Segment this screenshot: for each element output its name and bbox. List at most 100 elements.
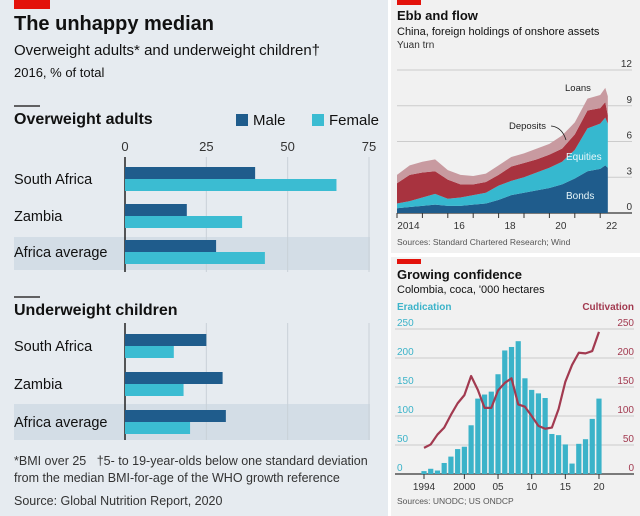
bar-female (125, 422, 191, 434)
x-tick-label: 2000 (453, 482, 476, 493)
category-label: Africa average (14, 245, 108, 261)
x-tick-label: 05 (492, 482, 504, 493)
bar-eradication (421, 471, 427, 474)
source-note: Sources: Standard Chartered Research; Wi… (397, 237, 571, 247)
area-equities (397, 117, 608, 209)
bar-eradication (556, 435, 562, 474)
bar-eradication (475, 398, 481, 474)
chart-subtitle: China, foreign holdings of onshore asset… (397, 26, 600, 38)
source-note: Source: Global Nutrition Report, 2020 (14, 494, 223, 508)
x-tick-label: 0 (121, 139, 128, 154)
x-tick-label: 2014 (397, 221, 420, 232)
footnote: *BMI over 25 †5- to 19-year-olds below o… (14, 454, 368, 468)
x-tick-label: 20 (593, 482, 605, 493)
bar-eradication (549, 433, 555, 474)
left-y-tick-label: 0 (397, 463, 403, 474)
category-label: Africa average (14, 415, 108, 431)
y-tick-label: 0 (626, 202, 632, 213)
y-unit: Yuan trn (397, 40, 435, 51)
y-tick-label: 3 (626, 166, 632, 177)
right-y-tick-label: 250 (617, 318, 634, 329)
source-note: Sources: UNODC; US ONDCP (397, 496, 514, 506)
bar-eradication (461, 446, 467, 474)
right-y-tick-label: 50 (623, 434, 635, 445)
bar-female (125, 346, 174, 358)
line-cultivation (423, 331, 601, 449)
area-deposits (397, 102, 608, 204)
series-label-deposits: Deposits (509, 121, 546, 132)
bar-eradication (488, 391, 494, 474)
bar-eradication (582, 439, 589, 474)
bar-eradication (515, 341, 521, 474)
legend-label: Male (253, 112, 286, 129)
x-tick-label: 16 (454, 221, 466, 232)
y-tick-label: 9 (626, 95, 632, 106)
bar-eradication (468, 425, 474, 474)
bar-eradication (441, 462, 447, 474)
bar-eradication (542, 398, 548, 474)
series-label-bonds: Bonds (566, 191, 594, 202)
bar-male (125, 204, 187, 216)
category-label: Zambia (14, 209, 63, 225)
legend-male: Male (236, 112, 286, 129)
bar-eradication (434, 470, 441, 474)
chart-unit: 2016, % of total (14, 65, 105, 80)
bar-female (125, 179, 337, 191)
legend-female: Female (312, 112, 379, 129)
bar-eradication (428, 468, 434, 474)
bar-eradication (589, 418, 595, 474)
bar-male (125, 240, 217, 252)
economist-red-tag (397, 259, 421, 264)
bar-eradication (569, 463, 575, 474)
section-title-underweight: Underweight children (14, 302, 178, 319)
x-tick-label: 25 (199, 139, 213, 154)
bar-male (125, 372, 223, 384)
bar-eradication (596, 398, 602, 474)
section-title-overweight: Overweight adults (14, 111, 153, 128)
category-label: Zambia (14, 377, 63, 393)
category-label: South Africa (14, 172, 93, 188)
x-tick-label: 1994 (413, 482, 436, 493)
left-y-tick-label: 250 (397, 318, 414, 329)
bar-female (125, 252, 265, 264)
bar-eradication (481, 394, 488, 474)
x-tick-label: 18 (504, 221, 516, 232)
left-y-tick-label: 150 (397, 376, 414, 387)
bar-eradication (455, 449, 461, 474)
chart-title: The unhappy median (14, 13, 215, 35)
area-bonds (397, 165, 608, 213)
series-label-loans: Loans (565, 83, 591, 94)
bar-eradication (502, 350, 508, 474)
right-y-tick-label: 0 (628, 463, 634, 474)
bar-eradication (448, 456, 454, 474)
right-y-tick-label: 200 (617, 347, 634, 358)
left-y-tick-label: 200 (397, 347, 414, 358)
bar-male (125, 167, 256, 179)
bar-eradication (562, 444, 568, 474)
series-label-equities: Equities (566, 152, 602, 163)
right-y-tick-label: 100 (617, 405, 634, 416)
chart-title: Growing confidence (397, 267, 522, 282)
chart-subtitle: Colombia, coca, '000 hectares (397, 284, 545, 296)
left-axis-title: Eradication (397, 302, 452, 313)
right-y-tick-label: 150 (617, 376, 634, 387)
footnote: from the median BMI-for-age of the WHO g… (14, 471, 340, 485)
bar-female (125, 384, 184, 396)
bar-female (125, 216, 243, 228)
area-loans (397, 87, 608, 185)
legend-swatch-female (312, 114, 324, 126)
x-tick-label: 15 (560, 482, 572, 493)
bar-eradication (529, 389, 535, 474)
x-tick-label: 75 (362, 139, 376, 154)
y-tick-label: 12 (621, 59, 633, 70)
legend-swatch-male (236, 114, 248, 126)
x-tick-label: 10 (526, 482, 538, 493)
economist-red-tag (397, 0, 421, 5)
x-tick-label: 22 (606, 221, 618, 232)
chart-subtitle: Overweight adults* and underweight child… (14, 42, 321, 59)
legend-label: Female (329, 112, 380, 129)
bar-eradication (535, 393, 542, 474)
x-tick-label: 20 (555, 221, 567, 232)
economist-red-tag (14, 0, 50, 9)
